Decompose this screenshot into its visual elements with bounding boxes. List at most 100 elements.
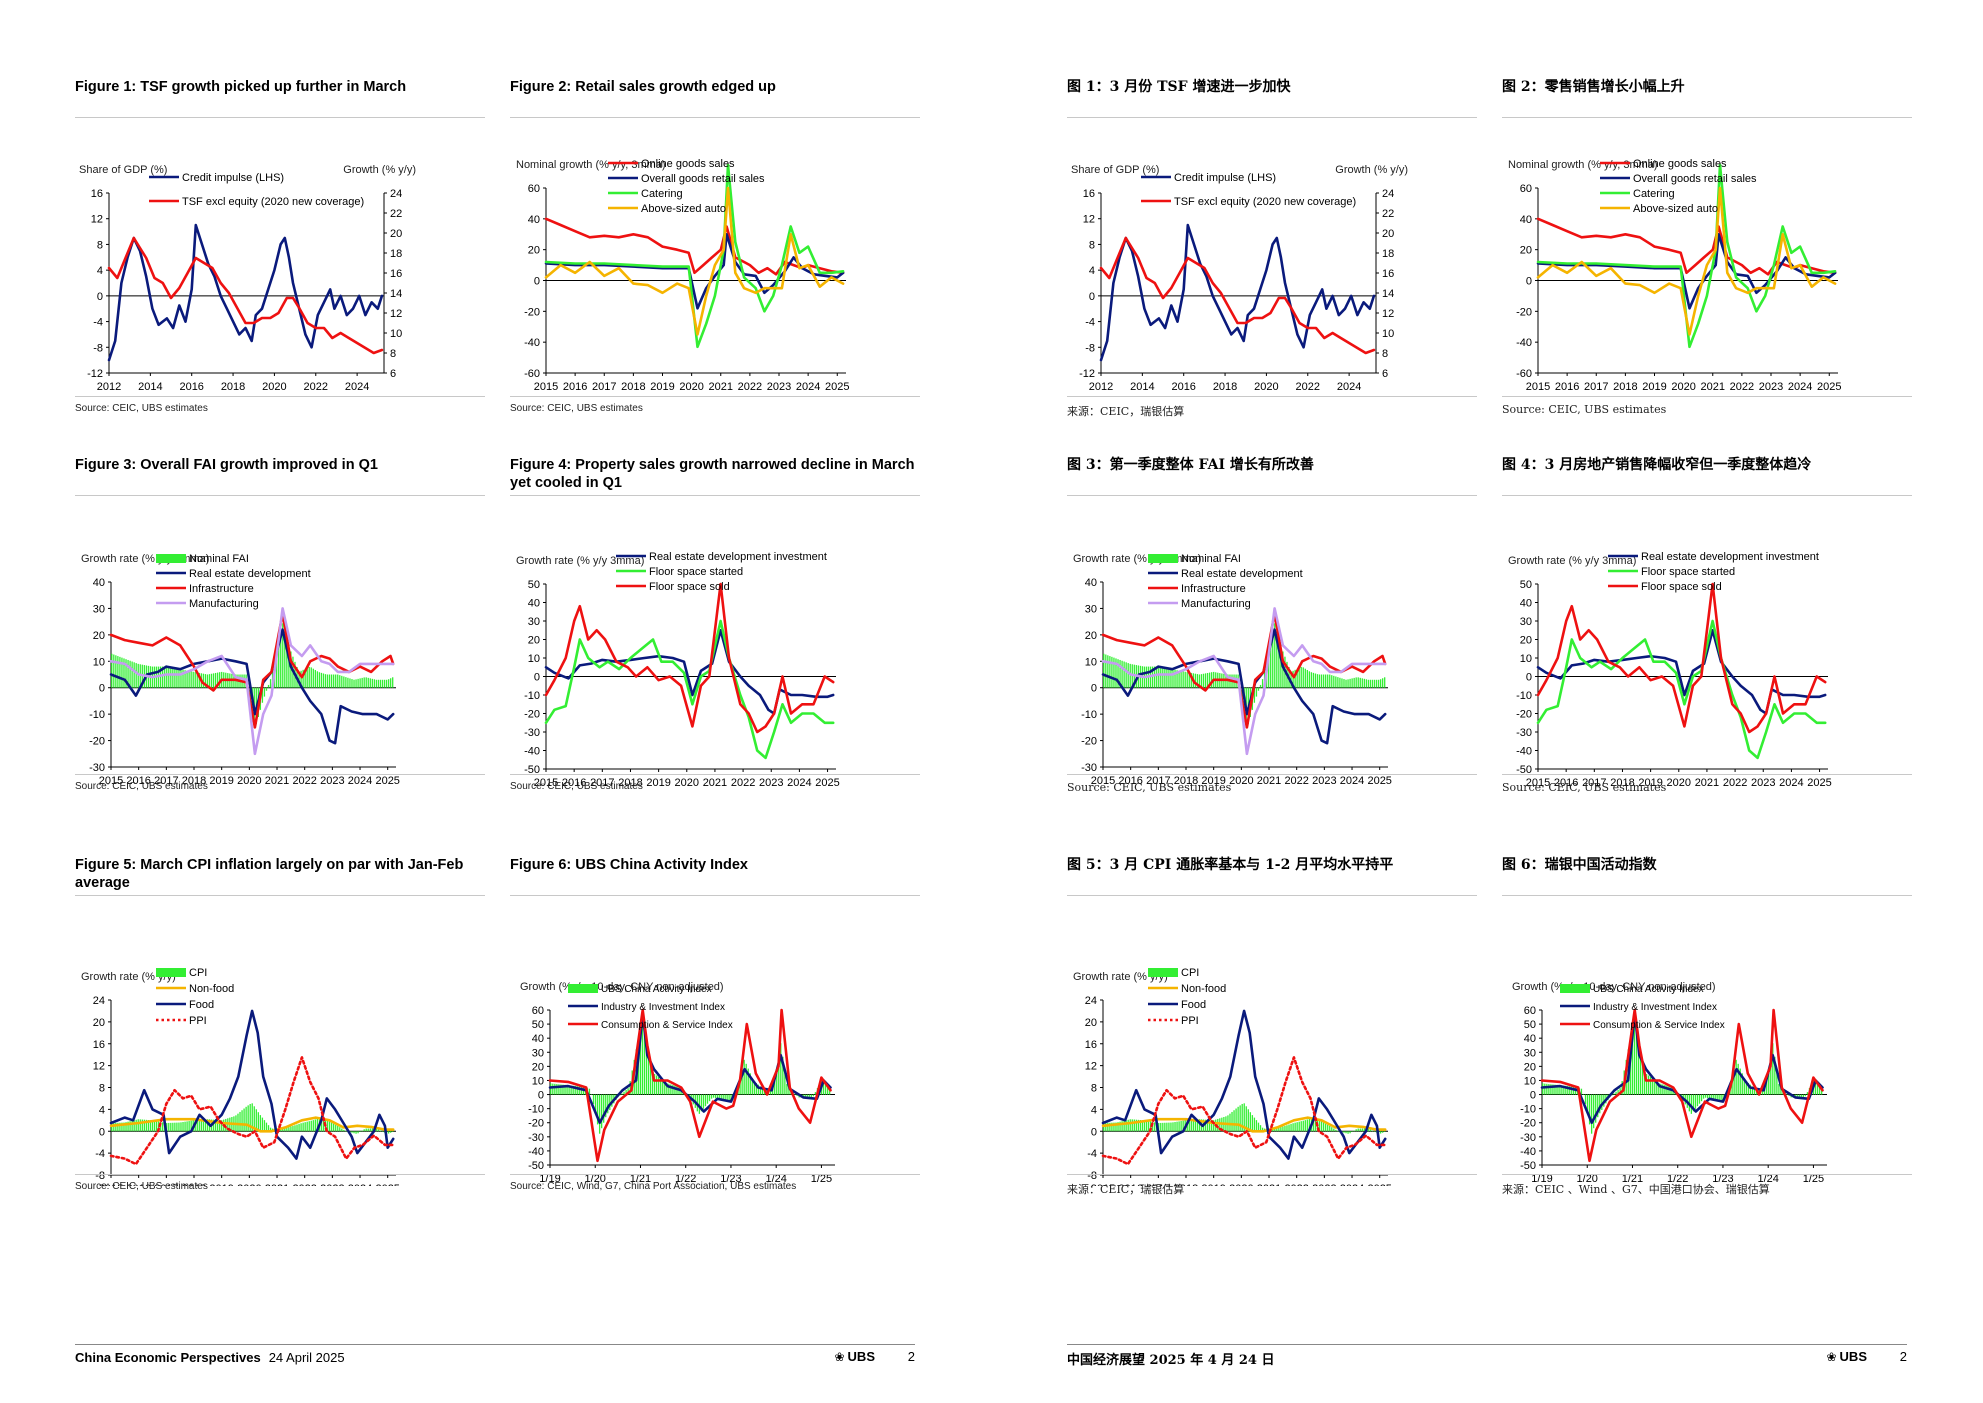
bar (1702, 1094, 1705, 1099)
bar (387, 679, 390, 688)
bar (145, 1119, 148, 1132)
x-tick-label: 2025 (1807, 777, 1831, 786)
bar (1105, 654, 1107, 688)
bar (390, 1131, 392, 1133)
legend-label: Above-sized auto (1633, 203, 1718, 215)
bar (1711, 1094, 1713, 1100)
bar (1580, 1088, 1583, 1095)
legend-label: Non-food (1181, 983, 1226, 995)
legend-label: Nominal FAI (189, 553, 249, 565)
bar (1690, 1094, 1693, 1114)
bar (550, 1083, 552, 1095)
bar (1194, 673, 1197, 688)
legend-swatch (1148, 968, 1178, 977)
y-tick-label: 0 (538, 1090, 544, 1102)
y-tick-label: -20 (528, 1118, 544, 1130)
legend-label: Real estate development investment (649, 551, 827, 563)
y-tick-label: -4 (1085, 317, 1095, 329)
x-tick-label: 2024 (345, 381, 369, 393)
y-tick-label: 16 (93, 1039, 105, 1051)
bar (322, 673, 325, 688)
bar (1298, 667, 1300, 688)
bar (1786, 1093, 1788, 1095)
footer-date: 24 April 2025 (268, 1350, 345, 1365)
bar (1359, 1128, 1361, 1132)
bar (753, 1081, 755, 1095)
bar (1306, 669, 1308, 688)
bar (1570, 1086, 1572, 1095)
bar (1367, 1128, 1370, 1132)
bar (558, 1084, 560, 1095)
bar (1355, 1129, 1357, 1132)
bar (1331, 675, 1333, 688)
bar (1139, 1120, 1142, 1132)
y-tick-label: 30 (1524, 1047, 1536, 1059)
bar (796, 1094, 798, 1096)
legend-label: Non-food (189, 983, 234, 995)
figure-chart: Growth (%y/y, 10-day, CNY non-adjusted) -… (1502, 896, 1912, 1186)
bar (1617, 1089, 1619, 1095)
bar (1213, 1120, 1215, 1132)
bar (554, 1083, 556, 1095)
y-tick-label: 16 (1085, 1039, 1097, 1051)
x-tick-label: 2023 (1312, 1183, 1336, 1186)
legend-label: TSF excl equity (2020 new coverage) (1174, 196, 1356, 208)
bar (286, 1127, 288, 1132)
x-tick-label: 1/22 (675, 1173, 696, 1185)
bar (576, 1086, 578, 1095)
bar (1347, 1131, 1349, 1134)
figure-chart: Growth (%y/y, 10-day, CNY non-adjusted) -… (510, 896, 920, 1186)
y-tick-label: -8 (1087, 1170, 1097, 1182)
x-tick-label: 1/25 (811, 1173, 832, 1185)
bar (1633, 1017, 1636, 1095)
bar (1325, 674, 1327, 688)
legend-label: Infrastructure (189, 583, 254, 595)
bar (1745, 1081, 1747, 1095)
bar (129, 660, 131, 688)
figure-title: 图 3：第一季度整体 FAI 增长有所改善 (1067, 456, 1477, 496)
x-tick-label: 2023 (1759, 381, 1783, 393)
bar (265, 1122, 268, 1132)
bar (113, 1122, 115, 1132)
bar (176, 668, 178, 688)
bar (1261, 679, 1264, 688)
y-tick-label: 30 (532, 1047, 544, 1059)
bar (212, 673, 215, 688)
bar (1615, 1091, 1617, 1095)
legend-label: Nominal FAI (1181, 553, 1241, 565)
bar (643, 1032, 646, 1095)
bar (712, 1094, 715, 1098)
x-tick-label: 2016 (1171, 381, 1195, 393)
bar (639, 1028, 641, 1095)
bar (1103, 1123, 1105, 1132)
bar (1818, 1084, 1821, 1095)
y-tick-label: -60 (1516, 368, 1532, 380)
y-tick-label: -20 (1516, 709, 1532, 721)
bar (721, 1094, 723, 1101)
bar (1337, 1131, 1339, 1132)
bar (328, 1121, 331, 1132)
bar (1188, 1120, 1190, 1132)
x-tick-label: 2025 (1817, 381, 1841, 393)
bar (111, 653, 113, 688)
chart-svg: Nominal growth (% y/y, 3mma)-60-40-20020… (516, 158, 850, 393)
y-tick-label: 20 (1520, 635, 1532, 647)
ubs-keys-icon: ❀ (1826, 1350, 1837, 1364)
bar (1645, 1073, 1648, 1095)
y-tick-label: -4 (93, 317, 103, 329)
bar (1637, 1047, 1640, 1095)
ubs-logo-text: UBS (847, 1349, 875, 1364)
bar (131, 661, 133, 688)
bar (1382, 678, 1384, 688)
x-tick-label: 2020 (675, 777, 699, 786)
x-tick-label: 2015 (534, 381, 558, 393)
figure-chart: Growth rate (% y/y 3mma) -50 -40 -30 -20 -10 0… (1502, 496, 1912, 786)
page-footer: China Economic Perspectives 24 April 2025… (75, 1344, 915, 1370)
bar (1331, 1127, 1333, 1132)
bar (1133, 1119, 1135, 1132)
bar (708, 1094, 711, 1102)
bar (251, 1103, 253, 1132)
y2-tick-label: 12 (390, 308, 402, 320)
series-line (1536, 217, 1837, 276)
bar (1143, 1120, 1146, 1132)
